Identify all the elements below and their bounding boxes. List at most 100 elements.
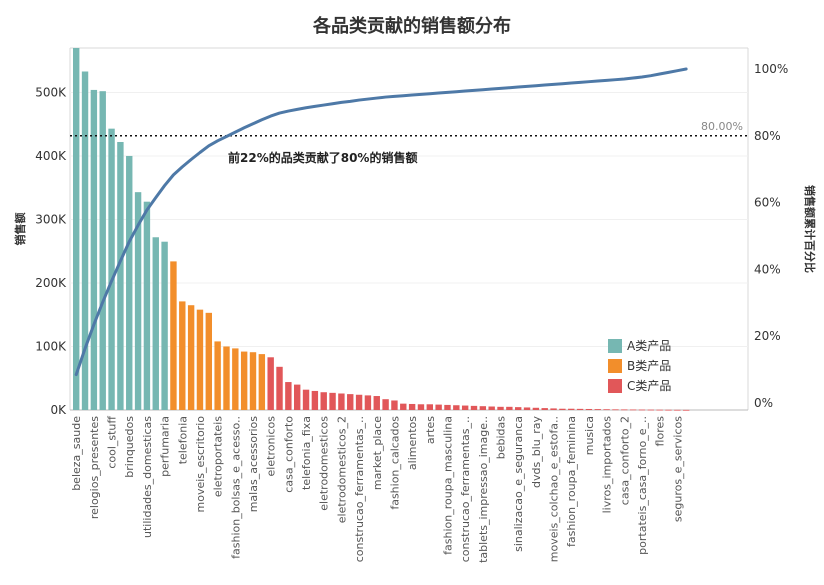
bar — [205, 312, 212, 410]
x-tick-label: musica — [583, 416, 596, 455]
x-tick-label: fashion_roupa_feminina — [565, 416, 578, 547]
bar — [453, 405, 460, 410]
x-tick-label: alimentos — [406, 416, 419, 470]
bar — [338, 393, 345, 410]
bar — [638, 409, 646, 411]
x-tick-label: relogios_presentes — [88, 416, 101, 519]
x-tick-label: eletrodomesticos — [318, 416, 331, 511]
bar — [214, 341, 221, 410]
bar — [647, 409, 654, 411]
right-tick-label: 100% — [754, 62, 788, 76]
bar — [81, 71, 89, 410]
x-tick-label: cool_stuff — [106, 416, 119, 469]
bar — [382, 399, 389, 410]
bar — [541, 408, 548, 410]
x-tick-label: eletroportateis — [212, 416, 225, 497]
bar — [355, 394, 363, 410]
x-tick-label: livros_importados — [601, 416, 614, 514]
bar — [294, 384, 301, 410]
bar — [232, 348, 239, 410]
bar — [426, 404, 433, 410]
bar — [373, 396, 380, 410]
left-tick-label: 100K — [35, 339, 67, 353]
bar — [400, 403, 407, 410]
bar — [170, 261, 177, 410]
bar — [73, 48, 80, 410]
bar — [302, 389, 310, 410]
bar — [532, 407, 540, 410]
bar — [479, 406, 487, 410]
bar — [391, 400, 398, 410]
bar — [435, 404, 442, 410]
left-tick-label: 400K — [35, 149, 67, 163]
x-tick-label: flores — [654, 416, 667, 447]
x-tick-label: bebidas — [495, 416, 508, 460]
x-tick-label: fashion_calcados — [388, 416, 401, 510]
bar — [515, 407, 522, 410]
cumulative-percent-line — [74, 67, 688, 377]
x-tick-label: fashion_roupa_masculina — [442, 416, 455, 555]
bar — [99, 91, 106, 410]
bar — [488, 406, 495, 410]
bar — [656, 409, 663, 411]
x-tick-label: fashion_bolsas_e_acesso.. — [229, 416, 242, 559]
bar — [285, 382, 292, 410]
right-tick-label: 40% — [754, 262, 781, 276]
right-tick-label: 60% — [754, 196, 781, 210]
left-tick-label: 300K — [35, 212, 67, 226]
x-tick-label: construcao_ferramentas_.. — [353, 416, 366, 562]
bar — [108, 128, 115, 410]
x-tick-label: portateis_casa_forno_e_.. — [636, 416, 649, 555]
x-tick-label: eletronicos — [265, 416, 278, 477]
x-tick-label: sinalizacao_e_seguranca — [512, 416, 525, 552]
right-tick-label: 20% — [754, 329, 781, 343]
bar — [417, 404, 425, 410]
x-tick-label: beleza_saude — [70, 416, 83, 491]
bar — [249, 352, 257, 410]
bar — [470, 405, 478, 410]
x-tick-label: telefonia_fixa — [300, 416, 313, 490]
legend-label: C类产品 — [627, 379, 671, 393]
bar — [320, 392, 327, 410]
legend-label: A类产品 — [627, 339, 671, 353]
left-tick-label: 200K — [35, 276, 67, 290]
x-tick-label: construcao_ferramentas_.. — [459, 416, 472, 562]
bar — [311, 390, 319, 410]
bar — [497, 406, 504, 410]
x-tick-label: market_place — [371, 416, 384, 490]
bar — [629, 409, 637, 411]
x-tick-label: casa_conforto_2 — [618, 416, 631, 505]
bar — [223, 346, 230, 410]
bar — [559, 408, 566, 410]
bar — [585, 408, 593, 410]
bar — [674, 409, 681, 411]
bar — [152, 237, 159, 410]
bar — [621, 409, 628, 411]
bar — [682, 409, 690, 411]
bar — [550, 408, 557, 410]
legend-swatch — [608, 359, 622, 373]
legend-label: B类产品 — [627, 359, 671, 373]
bar — [568, 408, 575, 410]
left-axis-title: 销售额 — [13, 213, 27, 246]
bar — [576, 408, 584, 410]
reference-line-label: 80.00% — [701, 120, 743, 133]
chart-title: 各品类贡献的销售额分布 — [312, 15, 511, 37]
bar — [143, 201, 151, 410]
bar — [612, 409, 619, 411]
bar — [240, 351, 248, 410]
x-tick-label: seguros_e_servicos — [671, 416, 684, 522]
bar — [444, 404, 451, 410]
x-tick-label: utilidades_domesticas — [141, 416, 154, 538]
bar — [267, 357, 274, 410]
bar — [329, 392, 336, 410]
x-tick-label: brinquedos — [123, 416, 136, 478]
bar — [179, 301, 186, 410]
bar — [594, 409, 601, 410]
right-tick-label: 80% — [754, 129, 781, 143]
bar — [665, 409, 672, 411]
bar — [187, 305, 195, 410]
x-tick-label: dvds_blu_ray — [530, 416, 543, 488]
x-tick-label: moveis_escritorio — [194, 416, 207, 513]
